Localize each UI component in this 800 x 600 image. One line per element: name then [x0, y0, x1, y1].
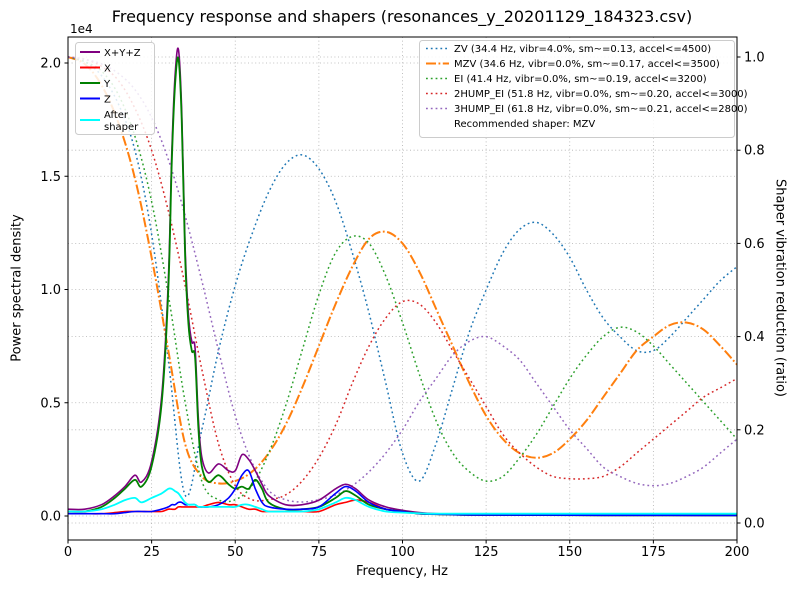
curve-ei [68, 56, 737, 503]
legend-item-label: 3HUMP_EI (61.8 Hz, vibr=0.0%, sm~=0.21, … [454, 104, 748, 115]
legend-item: ZV (34.4 Hz, vibr=4.0%, sm~=0.13, accel<… [426, 44, 711, 55]
curve-after-shaper [68, 487, 737, 515]
y-left-axis-label: Power spectral density [9, 214, 25, 362]
legend-item-label: X [104, 64, 111, 75]
y-right-tick-label: 0.2 [744, 423, 765, 438]
curves [68, 47, 737, 517]
legend-psd-box [75, 42, 155, 135]
x-tick-label: 25 [143, 545, 160, 560]
legend-item: X [80, 64, 111, 75]
y-right-tick-label: 0.0 [744, 517, 765, 532]
y-right-tick-label: 1.0 [744, 51, 765, 66]
legend-shapers-box [419, 40, 735, 138]
legend-item-label: After [104, 110, 129, 121]
legend-item-label: ZV (34.4 Hz, vibr=4.0%, sm~=0.13, accel<… [454, 44, 711, 55]
legend-item: Z [80, 95, 111, 106]
x-tick-label: 125 [474, 545, 499, 560]
legend-shapers: ZV (34.4 Hz, vibr=4.0%, sm~=0.13, accel<… [419, 40, 748, 138]
x-tick-label: 75 [311, 545, 328, 560]
legend-item-label: X+Y+Z [104, 48, 141, 59]
chart-title: Frequency response and shapers (resonanc… [111, 7, 693, 26]
x-tick-label: 50 [227, 545, 244, 560]
legend-item: 2HUMP_EI (51.8 Hz, vibr=0.0%, sm~=0.20, … [426, 89, 748, 100]
curve-2hump-ei [68, 56, 737, 502]
recommended-shaper-note: Recommended shaper: MZV [454, 119, 595, 130]
y-right-axis-label: Shaper vibration reduction (ratio) [772, 179, 788, 397]
tick-marks [64, 56, 741, 544]
legend-item: Y [80, 79, 111, 90]
legend-item-label: Y [103, 79, 111, 90]
curve-mzv [68, 56, 737, 485]
y-left-tick-label: 1.5 [40, 170, 61, 185]
y-right-tick-label: 0.4 [744, 330, 765, 345]
legend-item: X+Y+Z [80, 48, 141, 59]
x-tick-label: 150 [557, 545, 582, 560]
x-tick-label: 175 [641, 545, 666, 560]
legend-item: MZV (34.6 Hz, vibr=0.0%, sm~=0.17, accel… [426, 59, 720, 70]
legend-item-label: EI (41.4 Hz, vibr=0.0%, sm~=0.19, accel<… [454, 74, 707, 85]
legend-item: EI (41.4 Hz, vibr=0.0%, sm~=0.19, accel<… [426, 74, 707, 85]
y-left-tick-label: 0.5 [40, 396, 61, 411]
legend-item-label: shaper [104, 122, 139, 133]
y-left-offset-label: 1e4 [70, 22, 93, 36]
x-tick-label: 0 [64, 545, 72, 560]
tick-labels: 0 25 50 75 100 125 150 175 200 0.0 0.5 1.0 1.5 2.0 0.0… [40, 51, 764, 561]
legend-item: 3HUMP_EI (61.8 Hz, vibr=0.0%, sm~=0.21, … [426, 104, 748, 115]
legend-item-label: MZV (34.6 Hz, vibr=0.0%, sm~=0.17, accel… [454, 59, 720, 70]
y-left-tick-label: 2.0 [40, 57, 61, 72]
legend-item-label: 2HUMP_EI (51.8 Hz, vibr=0.0%, sm~=0.20, … [454, 89, 748, 100]
x-tick-label: 200 [725, 545, 750, 560]
x-tick-label: 100 [390, 545, 415, 560]
y-right-tick-label: 0.6 [744, 237, 765, 252]
y-left-tick-label: 1.0 [40, 283, 61, 298]
x-axis-label: Frequency, Hz [355, 564, 449, 579]
curve-z [68, 469, 737, 517]
y-right-tick-label: 0.8 [744, 144, 765, 159]
legend-item-label: Z [104, 95, 111, 106]
y-left-tick-label: 0.0 [40, 510, 61, 525]
